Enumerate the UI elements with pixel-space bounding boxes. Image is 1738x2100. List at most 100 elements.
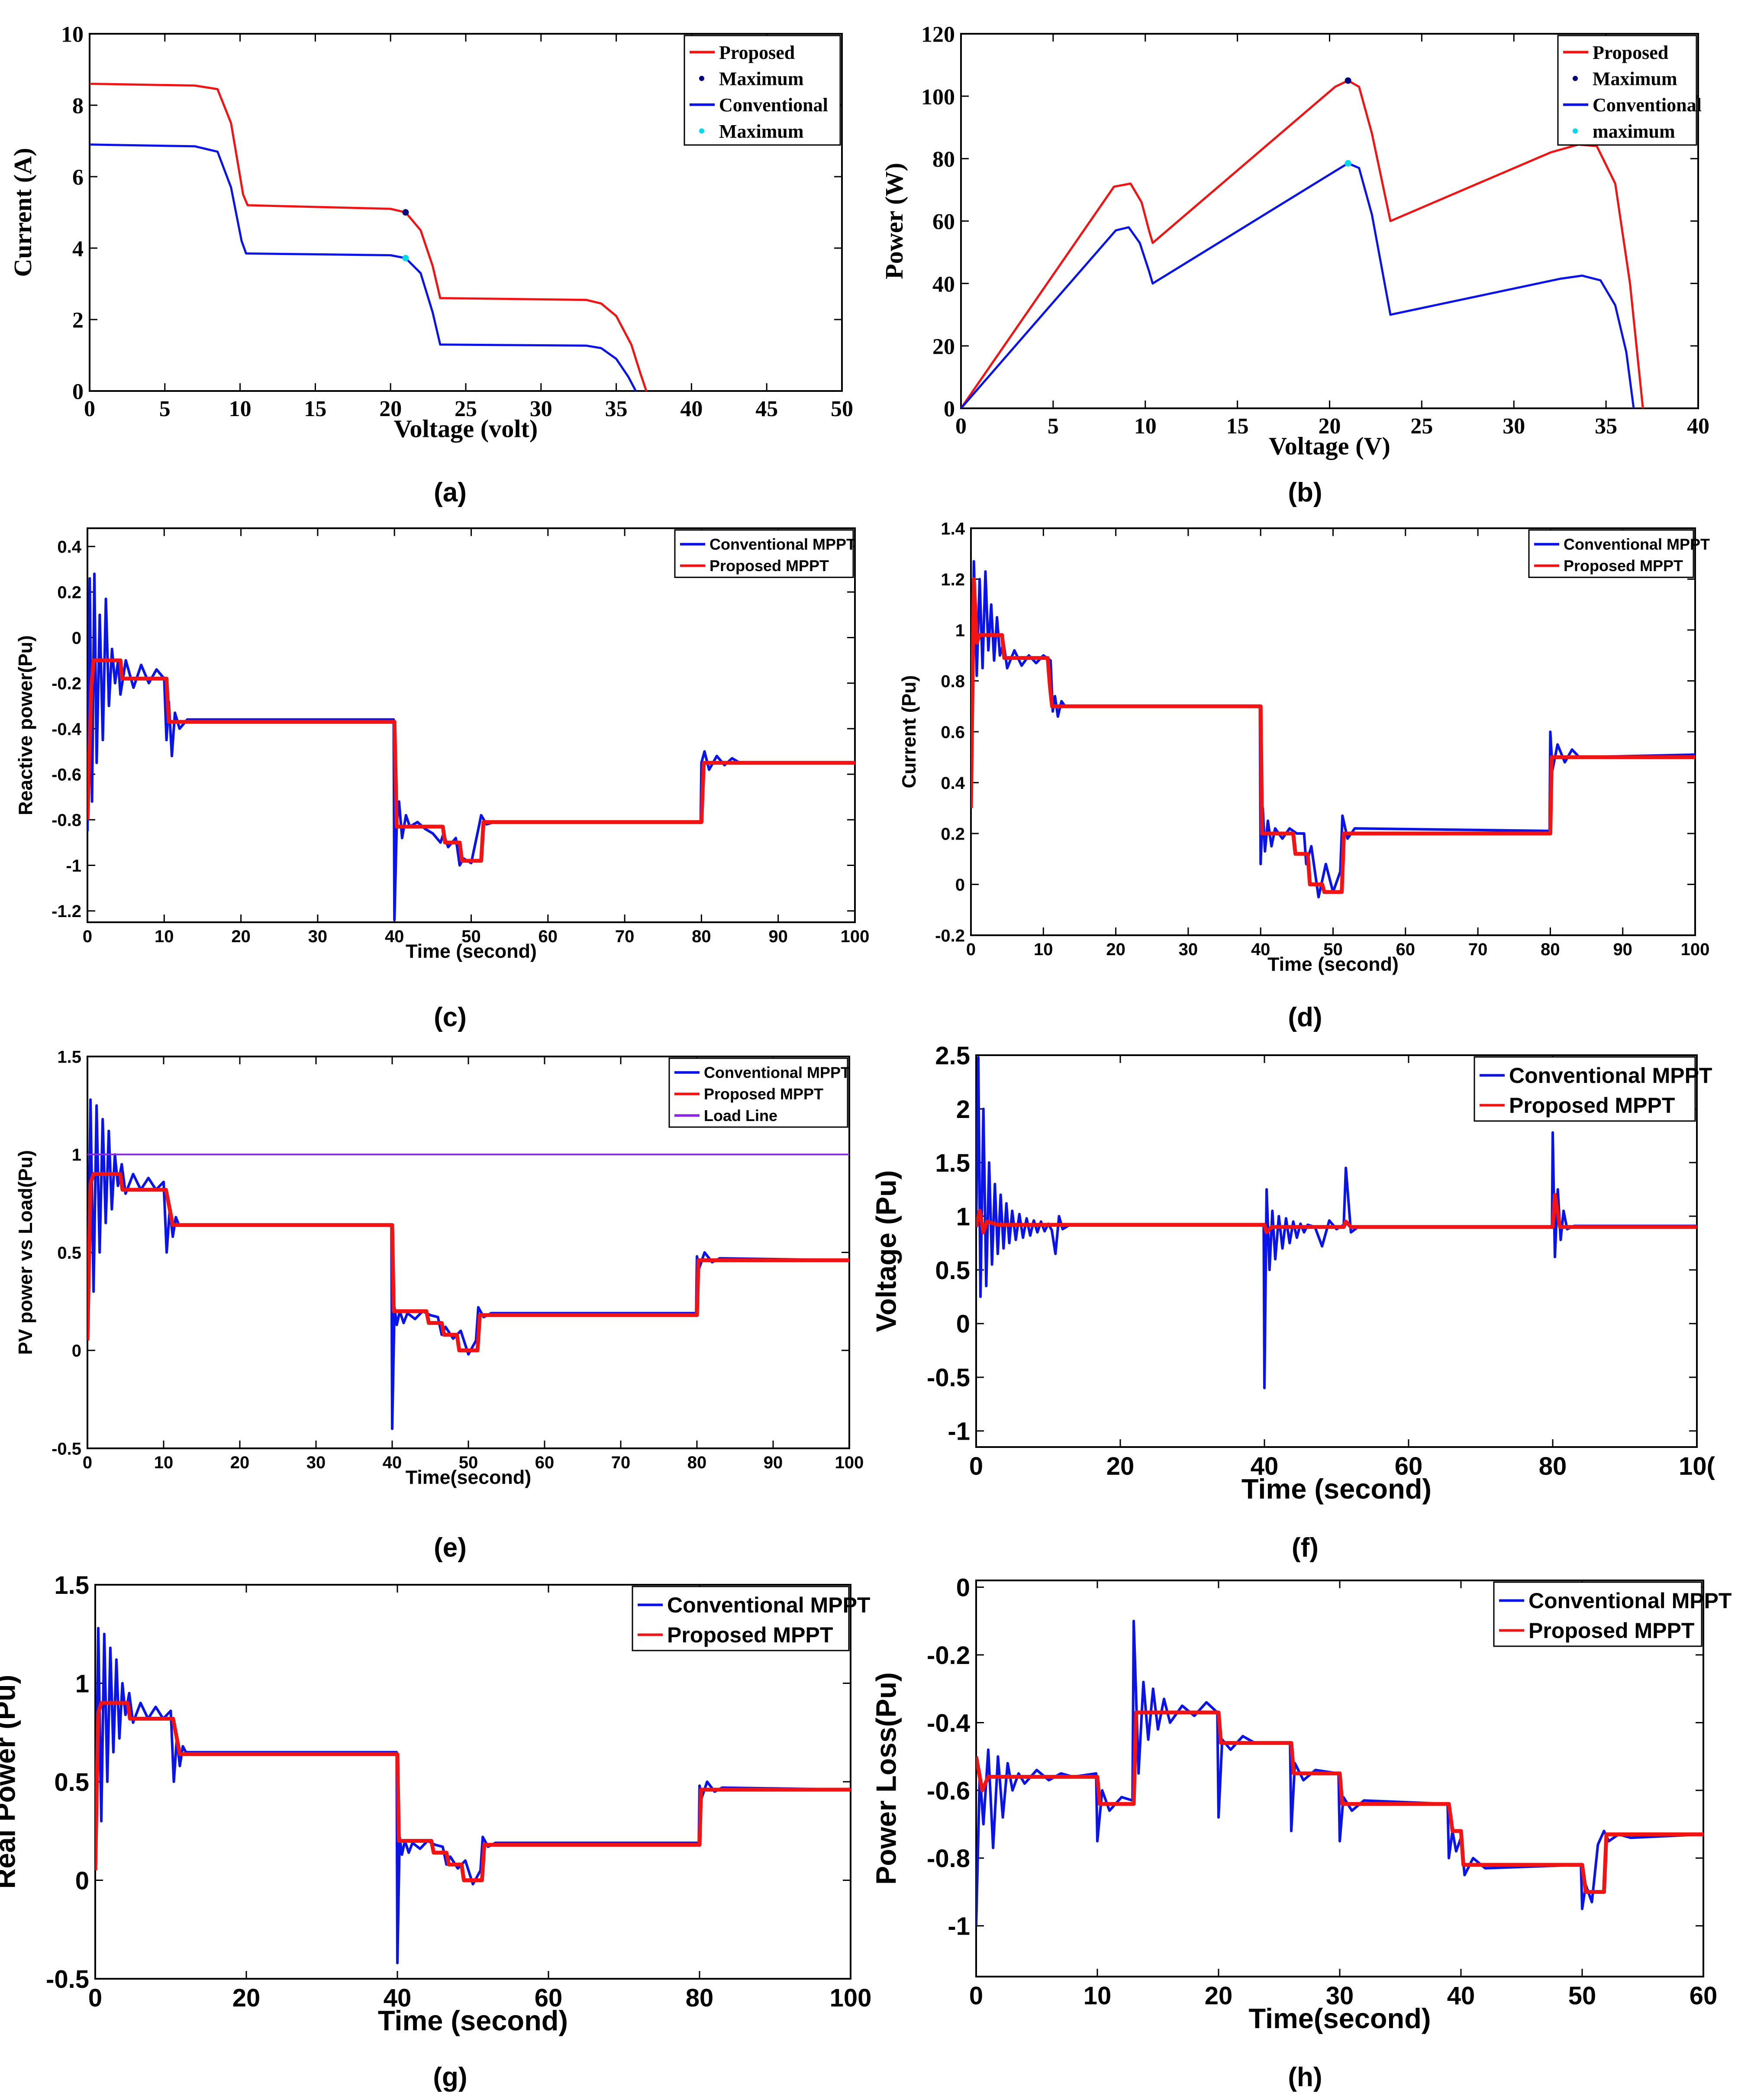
legend-entry: Proposed MPPT	[704, 1085, 823, 1103]
y-tick-label: 1	[956, 1203, 970, 1231]
legend-entry: Proposed	[719, 42, 795, 63]
x-tick-label: 50	[459, 1453, 478, 1472]
y-tick-label: 0.2	[941, 824, 965, 843]
chart-h: 0 10 20 30 40 50 60 -1 -0.8 -0.6 -0.4 -0.2 0 Time(sec…	[870, 1574, 1732, 2034]
y-axis-label: Power (W)	[880, 163, 908, 279]
y-axis-label: PV power vs Load(Pu)	[15, 1150, 36, 1355]
series-line-proposed-mppt	[87, 658, 855, 863]
x-tick-label: 10	[1083, 1982, 1112, 2010]
y-tick-label: 1	[72, 1146, 81, 1165]
y-tick-label: -0.2	[935, 926, 965, 945]
y-tick-label: -0.2	[52, 674, 81, 693]
x-tick-label: 30	[1503, 414, 1525, 439]
legend-entry: maximum	[1593, 121, 1675, 142]
maximum-marker	[1345, 160, 1351, 167]
chart-d: 0 10 20 30 40 50 60 70 80 90 100-0.200.20.40.60.81…	[898, 519, 1710, 975]
x-tick-label: 10(	[1679, 1452, 1715, 1480]
legend-entry: Proposed MPPT	[667, 1623, 833, 1647]
legend-box	[1528, 529, 1694, 578]
y-tick-label: 1.5	[54, 1571, 89, 1599]
y-tick-label: 8	[72, 94, 84, 119]
legend-entry: Proposed MPPT	[1528, 1619, 1694, 1643]
x-tick-label: 60	[1690, 1982, 1718, 2010]
panel-label-h: (h)	[1288, 2062, 1322, 2092]
panel-label-f: (f)	[1292, 1533, 1319, 1563]
y-tick-label: 0	[955, 876, 965, 895]
panel-label-b: (b)	[1288, 478, 1322, 507]
x-tick-label: 35	[1595, 414, 1617, 439]
y-tick-label: 2	[72, 308, 84, 333]
x-tick-label: 20	[232, 1984, 261, 2012]
x-tick-label: 20	[230, 1453, 250, 1472]
x-tick-label: 50	[831, 397, 853, 421]
plot-area	[971, 560, 1695, 898]
x-tick-label: 0	[84, 397, 95, 421]
y-tick-label: 1.4	[941, 519, 965, 538]
y-tick-label: 40	[932, 272, 955, 297]
x-tick-label: 0	[969, 1452, 983, 1480]
y-tick-label: 100	[921, 85, 955, 110]
y-tick-label: -0.8	[52, 811, 81, 830]
x-tick-label: 60	[535, 1984, 563, 2012]
panel-label-a: (a)	[434, 478, 467, 507]
y-axis-label: Reactive power(Pu)	[15, 635, 36, 815]
y-axis-label: Power Loss(Pu)	[870, 1672, 902, 1885]
series-line-conventional	[90, 143, 637, 391]
y-tick-label: 6	[72, 165, 84, 190]
series-line-conventional-mppt	[976, 1056, 1697, 1389]
y-tick-label: 0.4	[941, 774, 965, 793]
x-tick-label: 40	[1251, 940, 1270, 959]
series-line-proposed	[961, 79, 1644, 408]
legend: Proposed Maximum Conventional maximum	[1557, 35, 1702, 146]
x-tick-label: 90	[768, 927, 788, 946]
y-tick-label: 0	[956, 1310, 970, 1338]
maximum-marker	[402, 209, 409, 216]
legend-entry: Maximum	[719, 121, 804, 142]
y-tick-label: -0.4	[927, 1709, 970, 1737]
legend-box	[1474, 1056, 1696, 1122]
chart-c: 0 10 20 30 40 50 60 70 80 90 100 -1.2 -1 -0.8 -0.6 -0.4…	[15, 527, 869, 962]
x-tick-label: 50	[1568, 1982, 1596, 2010]
x-tick-label: 70	[1468, 940, 1488, 959]
panel-label-g: (g)	[433, 2062, 467, 2092]
x-tick-label: 20	[379, 397, 402, 421]
y-tick-label: 2.5	[935, 1042, 970, 1070]
x-axis-label: Time(second)	[406, 1467, 531, 1488]
plot-area	[976, 1619, 1703, 1926]
x-tick-label: 40	[1447, 1982, 1475, 2010]
legend: Conventional MPPT Proposed MPPT Load Line	[668, 1057, 850, 1128]
series-line-proposed	[90, 83, 648, 391]
x-axis-label: Time (second)	[406, 940, 537, 962]
x-axis-label: Time (second)	[1267, 953, 1399, 975]
legend: Conventional MPPT Proposed MPPT	[632, 1586, 870, 1651]
chart-e: 0 10 20 30 40 50 60 70 80 90 100-0.500.511.5Time(s…	[15, 1047, 864, 1488]
x-tick-label: 10	[154, 1453, 174, 1472]
panel-label-c: (c)	[434, 1002, 467, 1032]
legend-entry: Load Line	[704, 1107, 777, 1124]
x-tick-label: 30	[1179, 940, 1198, 959]
legend: Conventional MPPT Proposed MPPT	[1493, 1581, 1732, 1647]
x-tick-label: 30	[306, 1453, 326, 1472]
x-tick-label: 45	[755, 397, 778, 421]
x-tick-label: 20	[1205, 1982, 1233, 2010]
x-tick-label: 40	[1251, 1452, 1279, 1480]
x-tick-label: 0	[969, 1982, 983, 2010]
plot-area	[95, 1627, 851, 1964]
y-tick-label: -0.8	[927, 1845, 970, 1873]
x-tick-label: 5	[1048, 414, 1059, 439]
x-tick-label: 30	[1326, 1982, 1354, 2010]
chart-f: 0 20 40 60 80 10(-1 -0.5 0 0.5 1 1.5 2 2.5 Time (seco…	[870, 1042, 1715, 1505]
y-tick-label: 0	[944, 397, 955, 422]
legend-entry: Proposed MPPT	[1509, 1093, 1675, 1118]
legend-entry: Conventional MPPT	[704, 1063, 850, 1081]
legend-box	[1557, 35, 1697, 146]
y-tick-label: 1	[75, 1670, 89, 1698]
x-tick-label: 20	[1106, 940, 1125, 959]
x-tick-label: 100	[1681, 940, 1710, 959]
y-axis-label: Current (A)	[9, 148, 37, 277]
x-tick-label: 0	[83, 927, 92, 946]
y-tick-label: 1.5	[57, 1047, 81, 1066]
plot-area	[90, 83, 648, 391]
y-tick-label: 0.8	[941, 672, 965, 691]
